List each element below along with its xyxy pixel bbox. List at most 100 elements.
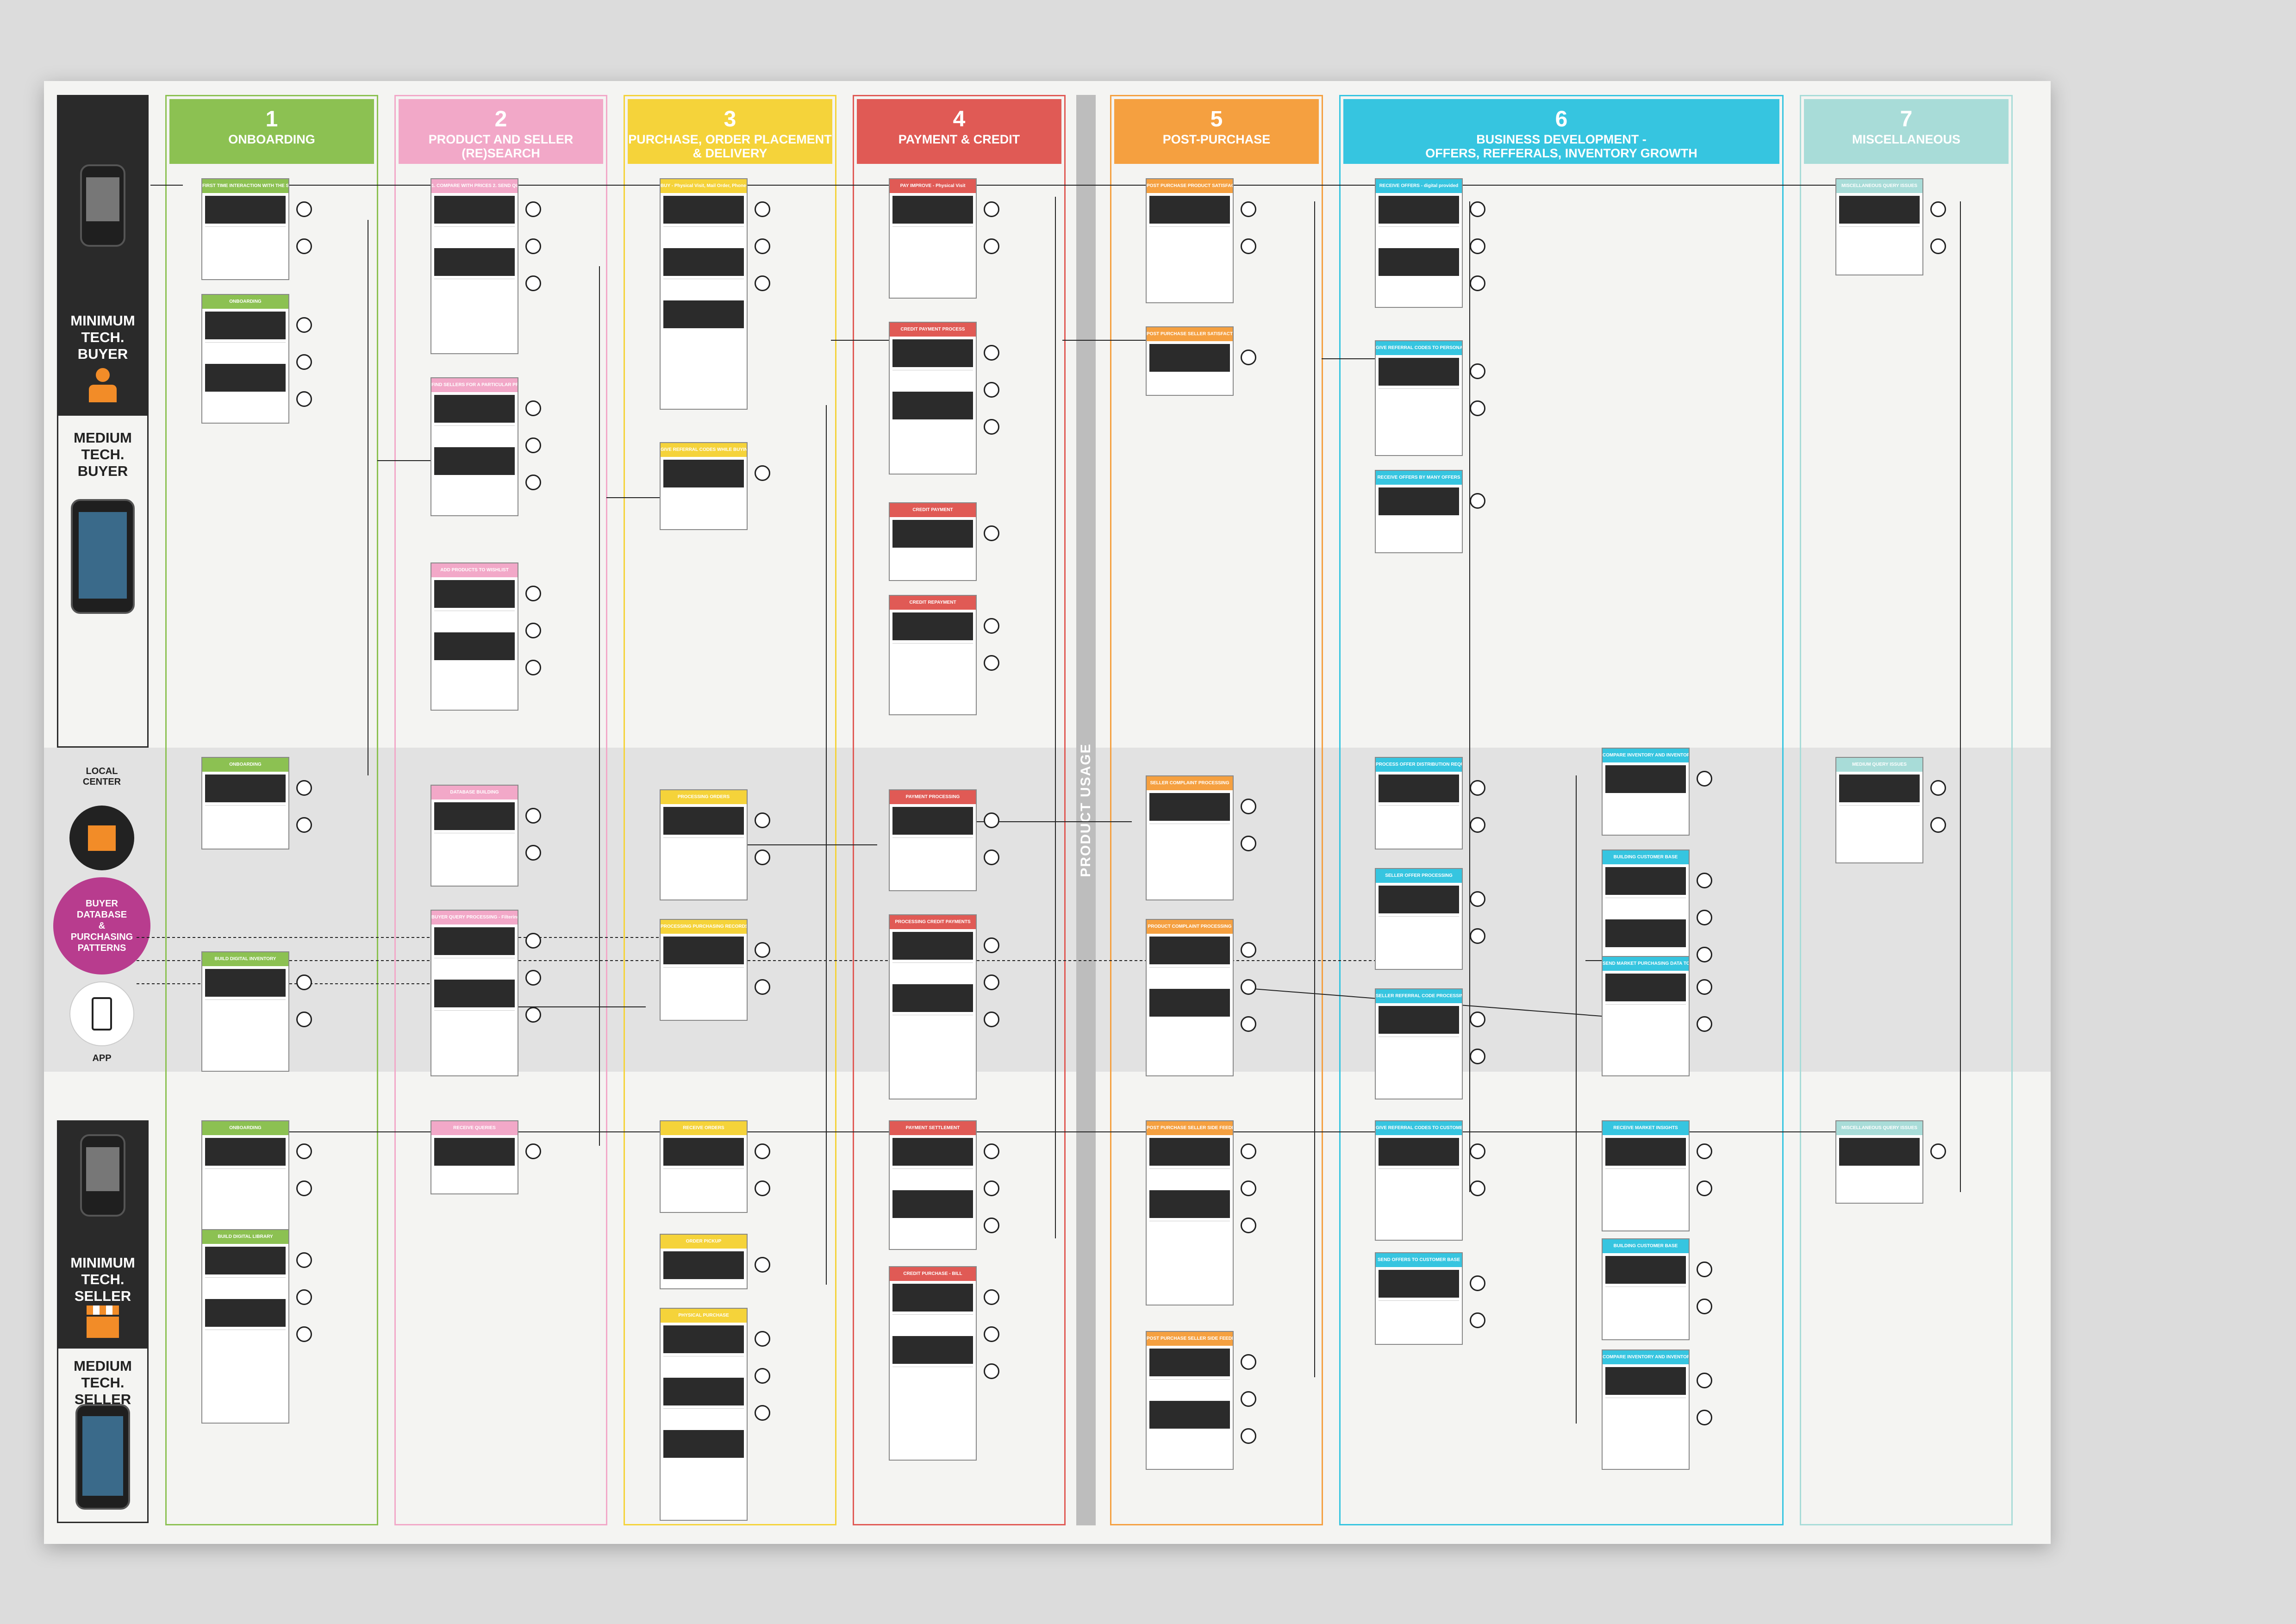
channel-icon: [1697, 979, 1712, 995]
column-number: 7: [1900, 107, 1913, 131]
persona-label-min-buyer: MINIMUM TECH. BUYER: [70, 312, 135, 362]
channel-icon: [296, 780, 312, 796]
column-number: 4: [953, 107, 966, 131]
channel-icon: [1470, 1312, 1485, 1328]
step-card-title: POST PURCHASE PRODUCT SATISFACTION: [1147, 179, 1233, 193]
column-title: PURCHASE, ORDER PLACEMENT & DELIVERY: [628, 132, 832, 160]
route-block: [892, 1015, 973, 1034]
route-block: [1605, 898, 1686, 917]
step-card-title: RECEIVE QUERIES: [431, 1121, 518, 1135]
column-header: 3 PURCHASE, ORDER PLACEMENT & DELIVERY: [628, 99, 832, 164]
route-block: [1605, 974, 1686, 1001]
step-card: ONBOARDING: [201, 294, 289, 424]
route-block: [205, 1299, 286, 1327]
step-card: BUY - Physical Visit, Mail Order, Phone …: [660, 178, 748, 410]
channel-icon: [1470, 817, 1485, 833]
channel-icon: [1241, 1428, 1256, 1444]
step-card-title: BUYER QUERY PROCESSING - Filtering selle…: [431, 911, 518, 924]
channel-icon: [296, 1143, 312, 1159]
channel-icon: [1697, 1373, 1712, 1388]
route-block: [1605, 1367, 1686, 1395]
step-card: ADD PRODUCTS TO WISHLIST: [430, 562, 518, 711]
channel-icon: [1470, 201, 1485, 217]
channel-icon: [1697, 1410, 1712, 1425]
channel-icon: [525, 623, 541, 638]
route-block: [663, 1251, 744, 1279]
channel-icon: [1697, 947, 1712, 962]
step-card-title: SEND MARKET PURCHASING DATA TO SELLERS: [1603, 957, 1689, 971]
step-card-title: GIVE REFERRAL CODES TO CUSTOMER BASE: [1376, 1121, 1462, 1135]
local-center-label: LOCAL CENTER: [82, 766, 121, 787]
step-card: PAYMENT PROCESSING: [889, 789, 977, 891]
column-title: BUSINESS DEVELOPMENT - OFFERS, REFFERALS…: [1425, 132, 1697, 160]
channel-icon: [984, 1181, 999, 1196]
channel-icon: [755, 1181, 770, 1196]
channel-icon: [984, 1143, 999, 1159]
route-block: [434, 226, 515, 245]
step-card-title: RECEIVE MARKET INSIGHTS: [1603, 1121, 1689, 1135]
column-onboarding: 1 ONBOARDING: [165, 95, 378, 1525]
route-block: [1379, 1037, 1459, 1056]
route-block: [1605, 919, 1686, 947]
route-block: [1149, 1401, 1230, 1429]
route-block: [663, 1430, 744, 1458]
channel-icon: [755, 1368, 770, 1384]
channel-icon: [525, 1007, 541, 1023]
channel-icon: [755, 275, 770, 291]
route-block: [434, 425, 515, 444]
channel-icon: [525, 970, 541, 986]
channel-icon: [296, 317, 312, 333]
route-block: [1379, 805, 1459, 824]
channel-icon: [1241, 799, 1256, 814]
buyer-database-label: BUYER DATABASE & PURCHASING PATTERNS: [70, 899, 133, 953]
route-block: [1605, 765, 1686, 793]
route-block: [1149, 824, 1230, 843]
local-center-node: [69, 806, 134, 870]
channel-icon: [525, 475, 541, 490]
channel-icon: [1470, 275, 1485, 291]
step-card-title: ADD PRODUCTS TO WISHLIST: [431, 563, 518, 577]
route-block: [892, 643, 973, 662]
route-block: [1149, 937, 1230, 964]
step-card: POST PURCHASE SELLER SATISFACTION: [1146, 326, 1234, 396]
step-card: COMPARE INVENTORY AND INVENTORY PRICES: [1602, 748, 1690, 836]
column-title: POST-PURCHASE: [1162, 132, 1271, 146]
channel-icon: [296, 974, 312, 990]
route-block: [205, 364, 286, 392]
persona-label-med-buyer: MEDIUM TECH. BUYER: [74, 430, 132, 479]
step-card-title: BUILDING CUSTOMER BASE: [1603, 850, 1689, 864]
route-block: [434, 632, 515, 660]
channel-icon: [525, 437, 541, 453]
channel-icon: [755, 238, 770, 254]
channel-icon: [296, 1012, 312, 1027]
route-block: [1149, 989, 1230, 1017]
step-card-title: BUY - Physical Visit, Mail Order, Phone …: [661, 179, 747, 193]
route-block: [892, 962, 973, 981]
step-card: FIRST TIME INTERACTION WITH THE SERVICE: [201, 178, 289, 280]
step-card: CREDIT PURCHASE - BILL: [889, 1266, 977, 1461]
route-block: [205, 196, 286, 224]
channel-icon: [984, 419, 999, 435]
step-card: SEND OFFERS TO CUSTOMER BASE: [1375, 1252, 1463, 1345]
step-card-title: CREDIT PURCHASE - BILL: [890, 1267, 976, 1281]
phone-app-icon: [92, 997, 112, 1031]
step-card-title: COMPARE INVENTORY AND INVENTORY PRICES: [1603, 749, 1689, 762]
route-block: [205, 1138, 286, 1166]
route-block: [892, 984, 973, 1012]
route-block: [892, 1190, 973, 1218]
step-card: POST PURCHASE PRODUCT SATISFACTION: [1146, 178, 1234, 303]
store-icon: [88, 825, 116, 851]
channel-icon: [296, 817, 312, 833]
channel-icon: [525, 933, 541, 949]
channel-icon: [984, 382, 999, 398]
step-card: SELLER COMPLAINT PROCESSING: [1146, 775, 1234, 900]
step-card: SEND MARKET PURCHASING DATA TO SELLERS: [1602, 956, 1690, 1076]
step-card-title: RECEIVE OFFERS BY MANY OFFERS: [1376, 471, 1462, 485]
channel-icon: [525, 845, 541, 861]
route-block: [663, 1325, 744, 1353]
channel-icon: [1241, 1218, 1256, 1233]
step-card: DATABASE BUILDING: [430, 785, 518, 887]
column-header: 5 POST-PURCHASE: [1114, 99, 1319, 164]
channel-icon: [525, 586, 541, 601]
channel-icon: [1930, 780, 1946, 796]
